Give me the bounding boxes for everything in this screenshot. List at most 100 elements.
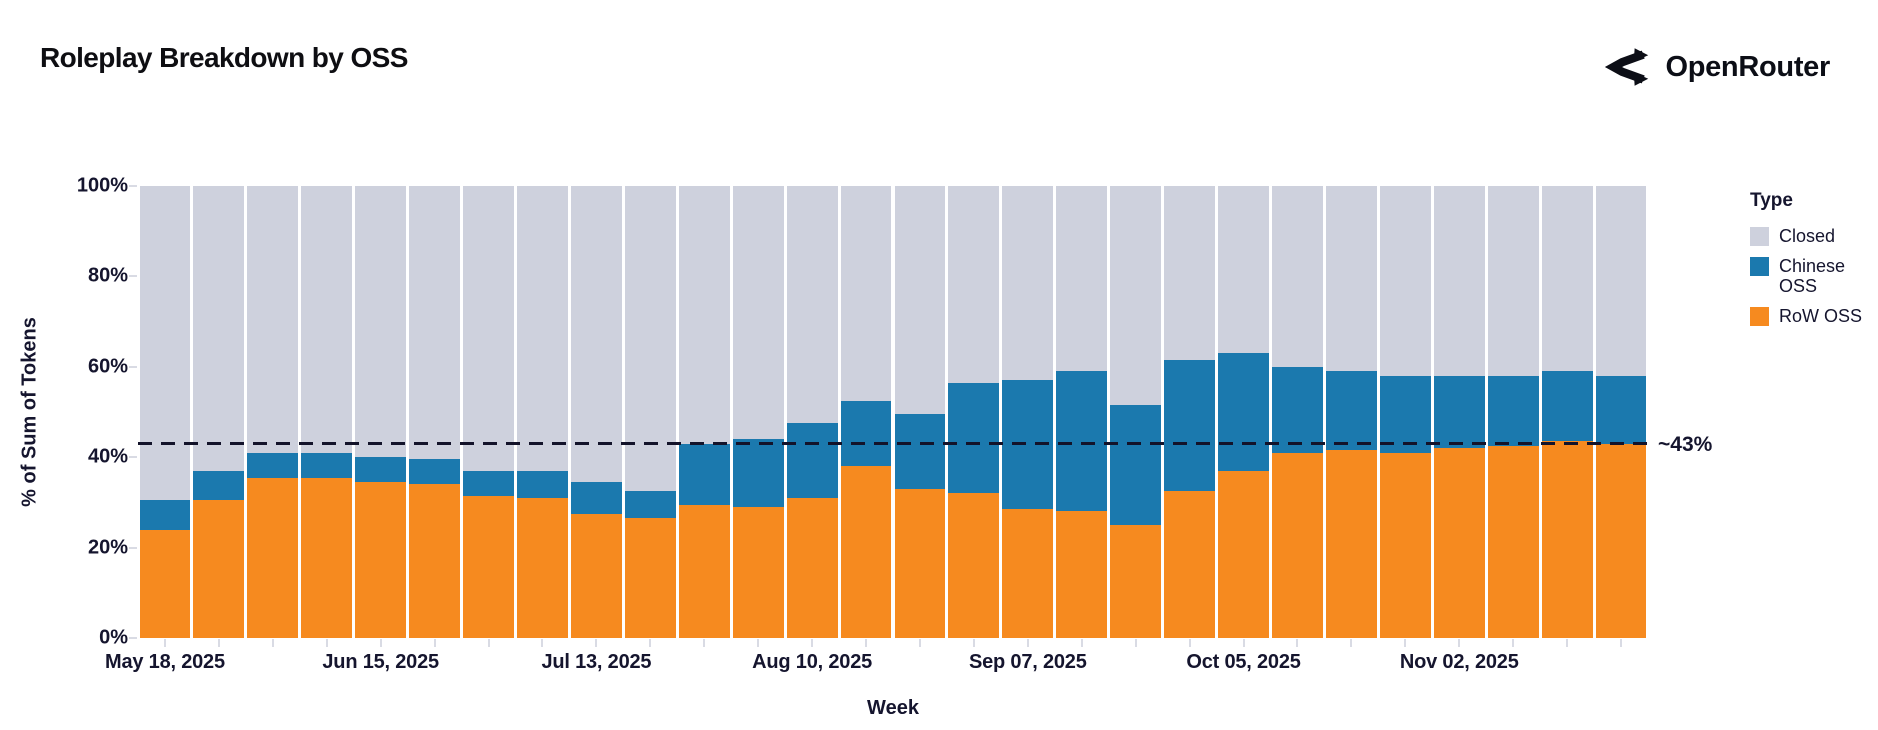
x-tick-mark <box>433 639 436 647</box>
stacked-bar <box>732 186 784 638</box>
bar-segment-row-oss <box>139 529 191 638</box>
bar-segment-row-oss <box>1541 441 1593 638</box>
legend-label: RoW OSS <box>1779 306 1863 327</box>
bar-segment-closed <box>1110 186 1162 406</box>
y-tick-label: 0% <box>99 626 128 649</box>
bar-segment-closed <box>1218 186 1269 354</box>
x-tick-label: Aug 10, 2025 <box>752 651 873 673</box>
x-tick-mark <box>703 639 706 647</box>
bar-segment-closed <box>355 186 407 458</box>
legend-label: Closed <box>1779 226 1836 246</box>
y-tick-label: 60% <box>87 355 128 378</box>
bar-segment-chinese-oss <box>894 414 946 489</box>
x-tick-mark <box>1512 639 1515 647</box>
x-tick-mark <box>1080 639 1083 647</box>
bar-segment-closed <box>786 186 838 424</box>
stacked-bar <box>1325 186 1377 638</box>
stacked-bar <box>894 186 946 638</box>
x-tick-mark <box>163 639 166 647</box>
x-tick-mark <box>865 639 868 647</box>
bar-segment-chinese-oss <box>1379 375 1431 453</box>
x-tick-mark <box>1188 639 1191 647</box>
stacked-bar <box>1056 186 1108 638</box>
x-tick-label: May 18, 2025 <box>104 651 225 673</box>
bar-segment-row-oss <box>1002 509 1054 638</box>
bar-segment-row-oss <box>732 506 784 638</box>
x-tick-mark <box>918 639 921 647</box>
bar-segment-row-oss <box>1272 452 1323 638</box>
x-tick-mark <box>1350 639 1353 647</box>
y-tick-label: 20% <box>87 536 128 559</box>
stacked-bar <box>1218 186 1269 638</box>
bar-segment-closed <box>732 186 784 440</box>
bar-segment-chinese-oss <box>840 400 892 467</box>
legend-swatch <box>1750 307 1769 327</box>
reference-line <box>138 442 1648 446</box>
bar-segment-row-oss <box>1487 445 1539 638</box>
bar-segment-chinese-oss <box>517 470 568 498</box>
bar-segment-row-oss <box>1379 452 1431 638</box>
stacked-bar <box>1487 186 1539 638</box>
bar-segment-chinese-oss <box>1110 405 1162 525</box>
x-tick-mark <box>541 639 544 647</box>
bar-segment-closed <box>840 186 892 401</box>
bar-segment-chinese-oss <box>301 452 353 478</box>
legend-item-closed: Closed <box>1750 226 1870 247</box>
bar-segment-chinese-oss <box>1487 375 1539 446</box>
bar-segment-chinese-oss <box>1218 353 1269 471</box>
legend-item-chinese-oss: Chinese OSS <box>1750 256 1870 297</box>
bar-segment-row-oss <box>1433 448 1485 638</box>
stacked-bar <box>409 186 461 638</box>
stacked-bar <box>247 186 299 638</box>
x-tick-mark <box>1566 639 1569 647</box>
bar-segment-chinese-oss <box>732 439 784 507</box>
bar-segment-closed <box>570 186 622 483</box>
bar-segment-chinese-oss <box>570 482 622 514</box>
stacked-bar <box>1379 186 1431 638</box>
bar-segment-row-oss <box>463 495 514 638</box>
stacked-bar <box>678 186 730 638</box>
bar-segment-closed <box>463 186 514 471</box>
bar-segment-closed <box>678 186 730 444</box>
bar-segment-row-oss <box>517 497 568 638</box>
stacked-bar <box>1433 186 1485 638</box>
stacked-bar <box>1164 186 1216 638</box>
y-tick-label: 40% <box>87 445 128 468</box>
stacked-bar <box>1595 186 1647 638</box>
bar-segment-closed <box>1595 186 1647 376</box>
stacked-bar <box>301 186 353 638</box>
x-axis-title: Week <box>867 697 919 719</box>
x-tick-mark <box>1296 639 1299 647</box>
bar-segment-row-oss <box>1595 443 1647 638</box>
bar-segment-row-oss <box>894 488 946 638</box>
reference-line-label: ~43% <box>1658 432 1713 456</box>
x-tick-mark <box>217 639 220 647</box>
bar-segment-closed <box>948 186 1000 383</box>
bar-segment-chinese-oss <box>1541 371 1593 442</box>
bar-segment-chinese-oss <box>463 470 514 496</box>
bar-segment-closed <box>139 186 191 501</box>
bar-segment-closed <box>409 186 461 460</box>
y-tick-mark <box>129 637 137 639</box>
bar-segment-chinese-oss <box>624 491 676 519</box>
plot-area <box>138 186 1648 638</box>
stacked-bar <box>786 186 838 638</box>
bar-segment-row-oss <box>948 493 1000 638</box>
bar-segment-closed <box>1164 186 1216 361</box>
bar-segment-chinese-oss <box>948 382 1000 494</box>
x-tick-label: Oct 05, 2025 <box>1186 651 1301 673</box>
stacked-bar <box>1541 186 1593 638</box>
legend: Type Closed Chinese OSS RoW OSS <box>1750 190 1870 336</box>
brand-name: OpenRouter <box>1665 50 1830 83</box>
chart-title: Roleplay Breakdown by OSS <box>40 42 408 73</box>
bar-segment-row-oss <box>193 500 245 638</box>
bar-segment-chinese-oss <box>1056 371 1108 512</box>
bar-segment-chinese-oss <box>1164 360 1216 492</box>
x-tick-label: Sep 07, 2025 <box>968 651 1087 673</box>
legend-title: Type <box>1750 190 1793 211</box>
y-tick-mark <box>129 546 137 549</box>
y-tick-label: 100% <box>76 174 128 197</box>
stacked-bar <box>948 186 1000 638</box>
bar-segment-row-oss <box>624 518 676 638</box>
